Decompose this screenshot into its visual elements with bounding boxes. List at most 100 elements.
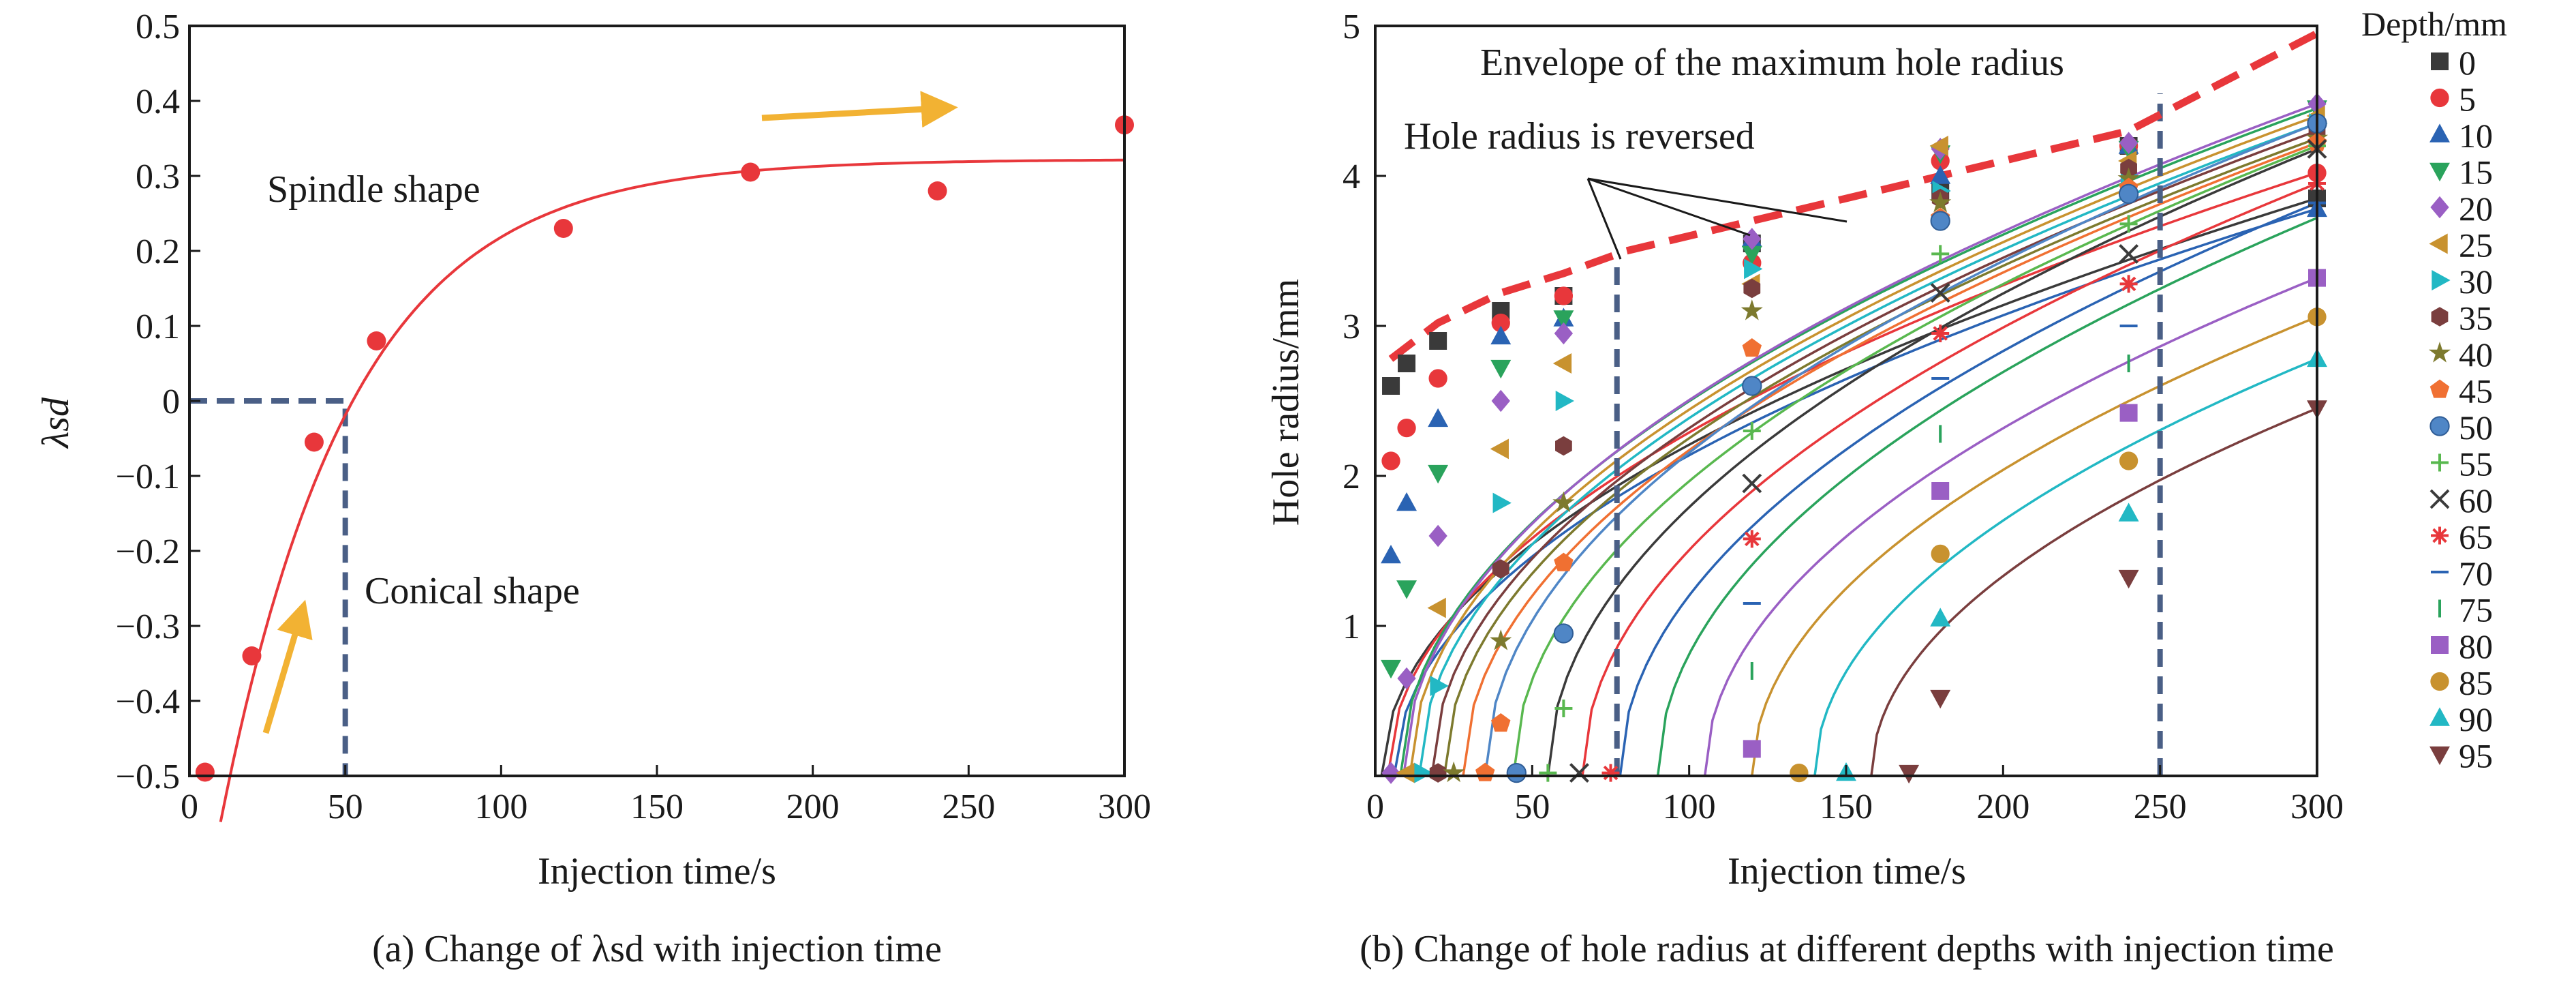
b-data-point [2118, 502, 2139, 522]
b-fit-curve [1430, 130, 2318, 777]
b-data-point [1742, 338, 1762, 357]
legend-label: 75 [2459, 591, 2493, 629]
legend-label: 85 [2459, 664, 2493, 702]
legend-label: 5 [2459, 80, 2476, 119]
b-pointer-3 [1587, 177, 1847, 223]
b-y-tick-label: 2 [1343, 457, 1360, 496]
b-fit-curve [1408, 115, 2318, 777]
legend-title: Depth/mm [2361, 5, 2507, 43]
b-data-point [1428, 524, 1447, 548]
b-y-tick-label: 5 [1343, 7, 1360, 46]
a-x-tick-label: 0 [181, 787, 198, 826]
b-data-point [1381, 451, 1400, 470]
b-pointer-2 [1587, 177, 1751, 237]
b-data-point [1382, 377, 1400, 395]
legend-label: 0 [2459, 44, 2476, 82]
b-data-point [1443, 761, 1465, 783]
a-data-point [242, 646, 262, 665]
b-fit-curve [1392, 207, 2318, 777]
b-data-point [1554, 552, 1574, 571]
legend-marker [2432, 270, 2451, 290]
b-data-point [1929, 191, 1952, 213]
legend-marker [2428, 342, 2451, 363]
a-data-point [367, 331, 386, 350]
b-fit-curve [1417, 122, 2318, 777]
a-x-tick-label: 200 [786, 787, 840, 826]
legend-label: 90 [2459, 700, 2493, 738]
b-data-point [1930, 283, 1950, 303]
legend-label: 35 [2459, 299, 2493, 338]
b-data-point [1553, 310, 1574, 329]
b-data-point [1491, 389, 1510, 412]
b-x-tick-label: 150 [1820, 787, 1873, 826]
b-x-tick-label: 0 [1366, 787, 1384, 826]
b-envelope-line [1388, 30, 2319, 362]
a-y-tick-label: 0.1 [136, 308, 180, 346]
b-data-point [1490, 325, 1512, 345]
b-data-point [1744, 258, 1763, 280]
legend-label: 30 [2459, 262, 2493, 301]
b-data-point [1553, 623, 1574, 644]
legend-marker [2429, 162, 2450, 182]
b-data-point [1490, 438, 1509, 460]
b-data-point [1397, 418, 1416, 438]
b-fit-curves [1380, 102, 2318, 777]
legend-label: 60 [2459, 481, 2493, 520]
b-data-point [1741, 299, 1763, 320]
b-data-point [1552, 353, 1572, 374]
b-data-point [1554, 700, 1573, 717]
b-fit-curve [1462, 141, 2318, 777]
a-caption: (a) Change of λsd with injection time [372, 928, 942, 970]
b-annotation-pointers [1586, 177, 1847, 260]
b-annotation-envelope: Envelope of the maximum hole radius [1480, 42, 2064, 84]
a-x-tick-label: 300 [1098, 787, 1151, 826]
a-x-tick-label: 150 [630, 787, 684, 826]
a-fit-curve [219, 158, 1124, 822]
b-data-point [1601, 764, 1620, 782]
b-data-point [1539, 764, 1557, 782]
panel-a-chart: 0 50 100 150 200 250 300 −0.5 −0.4 −0.3 −0.2 −0.1 0… [35, 7, 1151, 970]
b-data-point [2119, 215, 2138, 233]
b-y-tick-label: 1 [1343, 608, 1360, 646]
b-data-point [1790, 763, 1809, 783]
b-data-point [1397, 667, 1416, 690]
b-fit-curve [1751, 316, 2318, 777]
b-data-point [1506, 762, 1527, 783]
b-fit-curve [1546, 147, 2318, 777]
b-data-point [1396, 580, 1417, 599]
b-data-point [1427, 597, 1446, 618]
b-fit-curve [1813, 357, 2318, 777]
b-data-point [2119, 451, 2138, 470]
legend-label: 25 [2459, 226, 2493, 265]
b-pointer-1 [1586, 178, 1622, 260]
b-data-point [1742, 376, 1762, 396]
b-data-point [1741, 245, 1762, 265]
b-x-tick-label: 200 [1976, 787, 2029, 826]
b-x-tick-label: 50 [1514, 787, 1550, 826]
b-data-point [1929, 136, 1948, 156]
legend-marker [2429, 416, 2450, 436]
b-data-point [1555, 436, 1572, 456]
b-y-tick-label: 3 [1343, 308, 1360, 346]
b-data-point [1396, 492, 1417, 511]
b-data-point [1475, 762, 1495, 781]
a-arrow-lower [262, 599, 313, 734]
legend-marker [2431, 307, 2449, 327]
b-data-point [1430, 676, 1449, 696]
a-y-axis-label: λsd [35, 397, 77, 449]
a-x-tick-label: 250 [942, 787, 995, 826]
a-data-point [741, 162, 761, 182]
b-data-point [1743, 740, 1761, 758]
b-data-point [1742, 473, 1762, 494]
a-data-point [304, 432, 324, 452]
a-data-point [927, 181, 947, 200]
b-data-point [1414, 762, 1433, 783]
legend-marker [2431, 453, 2449, 472]
b-data-point [1931, 544, 1950, 564]
legend-label: 55 [2459, 445, 2493, 483]
legend-label: 40 [2459, 335, 2493, 374]
b-data-point [2118, 569, 2139, 589]
legend-marker [2429, 746, 2450, 766]
